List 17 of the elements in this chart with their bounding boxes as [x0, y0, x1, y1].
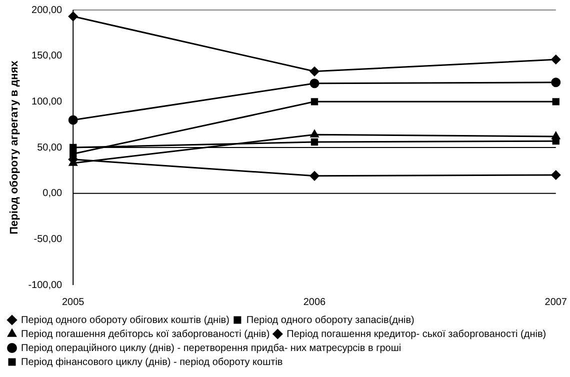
legend-label: Період одного обороту запасів(днів): [246, 314, 414, 326]
legend-label: Період погашення кредитор- ської заборгованості (днів): [286, 328, 546, 340]
y-tick-label: -50,00: [34, 234, 63, 245]
legend-label: Період операційного циклу (днів) - перетворення придба- них матресурсів в гроші: [21, 342, 402, 354]
y-tick-label: 50,00: [37, 142, 63, 154]
x-tick-label: 2005: [62, 296, 85, 308]
y-tick-label: 0,00: [42, 188, 63, 200]
y-axis-title: Період обороту агрегату в днях: [8, 60, 21, 234]
legend-label: Період одного обороту обігових коштів (днів): [21, 314, 230, 326]
y-tick-label: 150,00: [32, 50, 63, 62]
legend-label: Період погашення дебіторсь кої заборгованості (днів): [21, 328, 270, 340]
y-tick-label: -100,00: [28, 280, 63, 291]
y-tick-label: 200,00: [32, 4, 63, 16]
x-tick-label: 2007: [544, 296, 568, 308]
x-tick-label: 2006: [303, 296, 326, 308]
legend-label: Період фінансового циклу (днів) - період обороту коштів: [21, 356, 283, 368]
y-tick-label: 100,00: [32, 96, 63, 108]
